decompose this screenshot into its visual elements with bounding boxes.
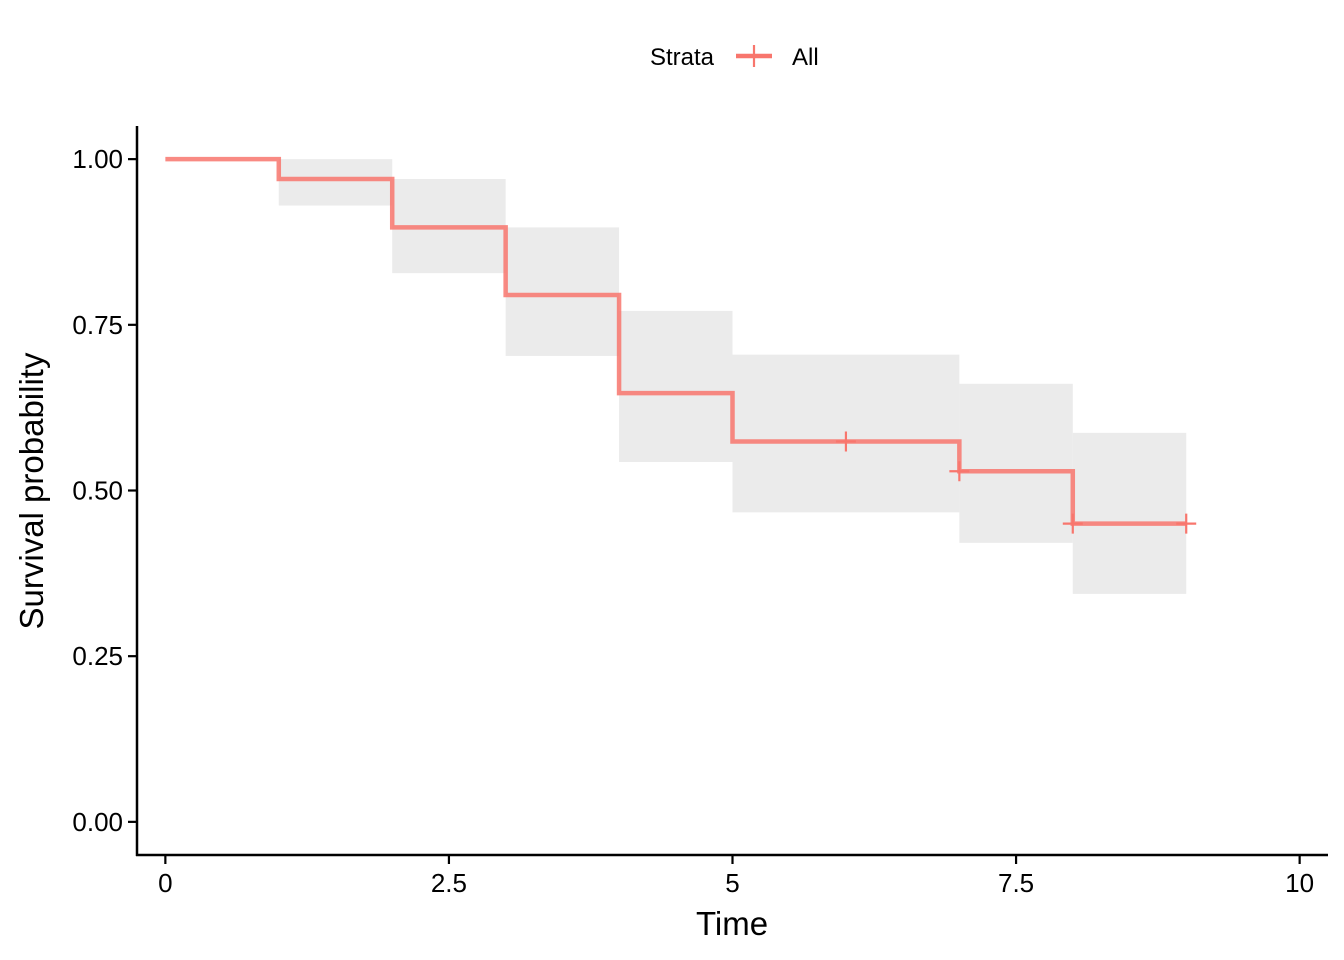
ci-band-6 — [959, 383, 1073, 543]
y-tick-label-4: 1.00 — [72, 144, 123, 174]
legend-entry-all: All — [792, 44, 819, 71]
censor-marks — [835, 431, 1197, 534]
y-tick-label-3: 0.75 — [72, 310, 123, 340]
legend: Strata All — [650, 44, 819, 71]
x-tick-label-3: 7.5 — [998, 868, 1034, 898]
ci-band-7 — [1072, 432, 1187, 594]
survival-step-line-all — [165, 156, 1187, 526]
y-tick-label-1: 0.25 — [72, 641, 123, 671]
censor-mark-2 — [1062, 513, 1083, 534]
survival-curve — [165, 156, 1187, 526]
x-tick-label-2: 5 — [725, 868, 739, 898]
ci-band-4 — [619, 310, 733, 463]
x-tick-label-4: 10 — [1285, 868, 1314, 898]
censor-mark-1 — [949, 461, 970, 482]
ci-band-1 — [278, 159, 393, 206]
y-axis-ticks: 0.00 0.25 0.50 0.75 1.00 — [72, 144, 137, 837]
confidence-band — [278, 159, 1187, 594]
x-tick-label-1: 2.5 — [431, 868, 467, 898]
censor-mark-0 — [835, 431, 856, 452]
y-tick-label-2: 0.50 — [72, 476, 123, 506]
ci-band-3 — [505, 227, 620, 356]
y-axis-title: Survival probability — [13, 352, 50, 629]
x-axis-title: Time — [696, 905, 768, 942]
censor-mark-3 — [1176, 513, 1197, 534]
legend-title: Strata — [650, 44, 715, 71]
x-tick-label-0: 0 — [158, 868, 172, 898]
x-axis-ticks: 0 2.5 5 7.5 10 — [158, 855, 1314, 898]
y-tick-label-0: 0.00 — [72, 807, 123, 837]
